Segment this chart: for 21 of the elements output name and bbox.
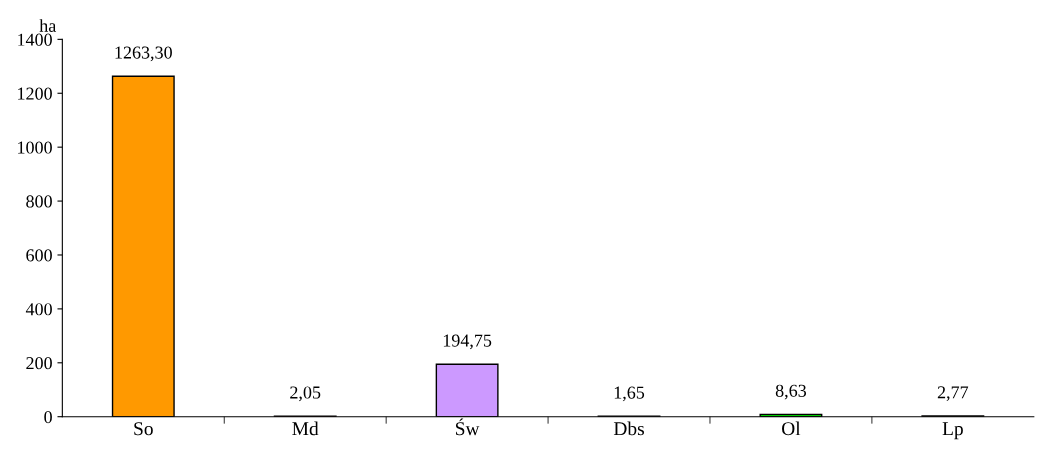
y-tick-label: 1000 [18,141,52,154]
y-tick-label: 800 [26,195,52,208]
y-tick-label: 400 [25,303,52,316]
data-label: 8,63 [775,384,807,400]
x-tick-label: Md [292,421,319,436]
x-tick-label: Lp [942,422,963,440]
x-tick-label: Św [455,418,480,436]
y-tick-label: 600 [26,249,52,262]
y-tick-label: 0 [44,410,52,424]
data-label: 1,65 [614,386,645,402]
data-label: 194,75 [443,334,492,350]
y-tick-label: 1400 [18,33,52,46]
x-tick-label: Dbs [613,421,644,436]
y-axis-title: ha [39,19,57,32]
data-label: 2,05 [290,386,321,402]
x-tick-label: Ol [782,421,801,436]
data-label: 1263,30 [115,46,172,62]
data-label: 2,77 [937,386,969,401]
x-tick-label: So [134,422,153,436]
y-tick-label: 1200 [18,87,52,100]
y-tick-label: 200 [26,357,52,370]
